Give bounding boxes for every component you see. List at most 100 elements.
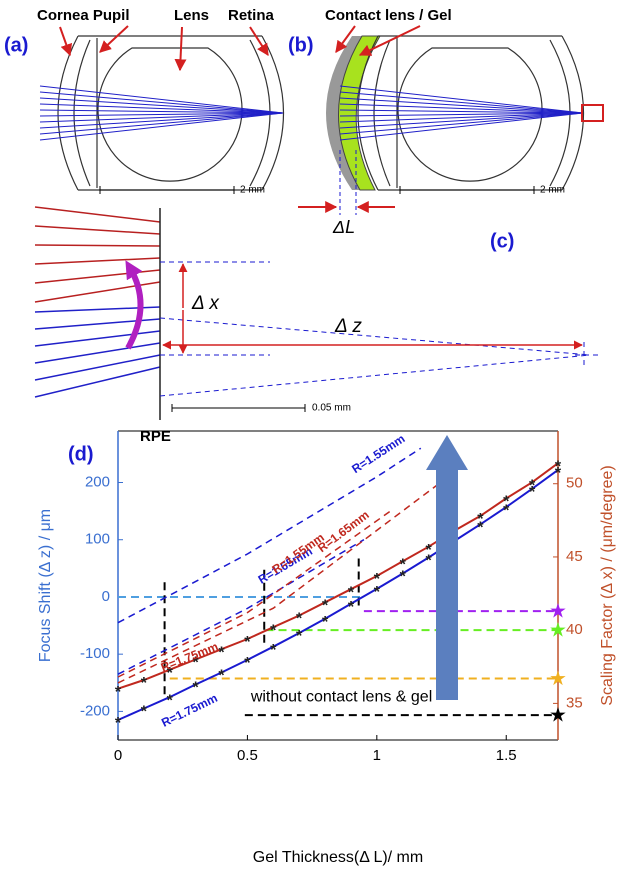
point-marker: * [296, 628, 303, 645]
y2-tick-label: 40 [566, 621, 583, 638]
y2-tick-label: 45 [566, 548, 583, 565]
panel-label: (c) [490, 230, 514, 252]
ray [339, 112, 584, 117]
delta-l: ΔL [332, 217, 355, 237]
point-marker: * [503, 494, 510, 511]
point-marker: * [115, 684, 122, 701]
star: ★ [549, 668, 567, 690]
delta-x: Δ x [191, 293, 220, 314]
rays [39, 85, 284, 141]
ray [39, 109, 284, 114]
label: Cornea Pupil [37, 7, 130, 24]
ray [34, 257, 161, 265]
x-tick-label: 1 [373, 747, 381, 764]
y-tick-label: -200 [80, 702, 110, 719]
y-tick-label: 0 [102, 588, 110, 605]
ray [39, 112, 284, 135]
point-marker: * [270, 642, 277, 659]
curve-label: R=1.55mm [349, 431, 407, 476]
x-tick-label: 0 [114, 747, 122, 764]
big-arrow [426, 435, 468, 700]
point-marker: * [400, 557, 407, 574]
star: ★ [549, 619, 567, 641]
point-marker: * [244, 634, 251, 651]
curve-label: R=1.55mm [269, 530, 326, 576]
y-tick-label: -100 [80, 645, 110, 662]
point-marker: * [477, 519, 484, 536]
point-marker: * [167, 665, 174, 682]
point-marker: * [529, 484, 536, 501]
panel-label: (d) [68, 443, 94, 465]
ray [34, 269, 161, 284]
x-tick-label: 0.5 [237, 747, 258, 764]
ray [34, 342, 161, 364]
point-marker: * [555, 458, 562, 475]
series-line [117, 462, 559, 690]
ray [339, 112, 584, 123]
point-marker: * [115, 715, 122, 732]
y2-axis-label: Scaling Factor (Δ x) / (μm/degree) [599, 465, 616, 705]
cornea [326, 36, 362, 190]
ray [39, 112, 284, 117]
y2-tick-label: 35 [566, 694, 583, 711]
scale-bar [99, 186, 235, 194]
curve-label: R=1.65mm [315, 508, 372, 555]
series-line [117, 447, 422, 624]
point-marker: * [141, 704, 148, 721]
point-marker: * [193, 655, 200, 672]
point-marker: * [374, 584, 381, 601]
point-marker: * [425, 542, 432, 559]
x-tick-label: 1.5 [496, 747, 517, 764]
ray [339, 112, 584, 141]
ray [339, 112, 584, 129]
point-marker: * [322, 598, 329, 615]
ray [34, 206, 161, 223]
point-marker: * [348, 584, 355, 601]
ray [339, 112, 584, 135]
point-marker: * [374, 571, 381, 588]
point-marker: * [425, 553, 432, 570]
point-marker: * [322, 614, 329, 631]
scale-label: 2 mm [540, 185, 565, 196]
point-marker: * [529, 477, 536, 494]
ray [39, 112, 284, 123]
scale-bar [399, 186, 535, 194]
point-marker: * [141, 675, 148, 692]
ray [34, 366, 161, 398]
chart: 0 0.5 1 1.5 -200 -100 0 100 200 35 40 45 50 Gel Thick… [37, 430, 616, 866]
rays [339, 85, 584, 141]
label: Retina [228, 7, 275, 24]
star: ★ [549, 704, 567, 726]
point-marker: * [218, 668, 225, 685]
arrows [59, 25, 269, 72]
ray [39, 112, 284, 129]
ray [339, 97, 584, 114]
delta-z: Δ z [334, 316, 362, 337]
ray [39, 85, 284, 114]
rays [34, 206, 161, 398]
series-line [117, 469, 559, 721]
point-marker: * [270, 622, 277, 639]
guides [159, 261, 600, 397]
rpe-label: RPE [140, 428, 171, 445]
x-axis-label: Gel Thickness(Δ L)/ mm [253, 849, 423, 866]
ray [34, 244, 161, 247]
scale-label: 0.05 mm [312, 403, 351, 414]
y-tick-label: 200 [85, 473, 110, 490]
annotation: without contact lens & gel [250, 688, 432, 705]
ray [39, 91, 284, 114]
point-marker: * [244, 655, 251, 672]
arrows [162, 263, 583, 354]
star: ★ [549, 600, 567, 622]
ray [339, 91, 584, 114]
point-marker: * [400, 569, 407, 586]
point-marker: * [348, 599, 355, 616]
series-line [117, 471, 455, 684]
point-marker: * [218, 644, 225, 661]
ray [39, 112, 284, 141]
label: Contact lens / Gel [325, 7, 452, 24]
ray [339, 85, 584, 114]
series-line [117, 510, 391, 678]
guides [339, 150, 357, 215]
